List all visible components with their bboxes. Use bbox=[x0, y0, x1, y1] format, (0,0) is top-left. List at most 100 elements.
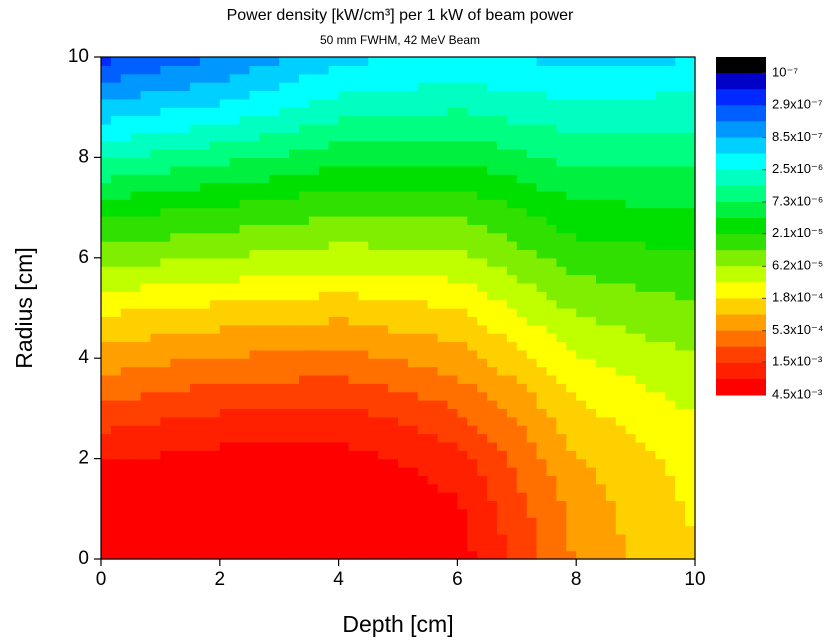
contour-cell bbox=[596, 123, 607, 133]
contour-cell bbox=[675, 165, 686, 175]
contour-cell bbox=[328, 316, 340, 326]
contour-cell bbox=[556, 190, 567, 200]
contour-cell bbox=[655, 282, 666, 292]
contour-cell bbox=[417, 57, 429, 66]
contour-cell bbox=[605, 224, 617, 234]
contour-cell bbox=[685, 115, 696, 125]
contour-cell bbox=[398, 349, 409, 359]
contour-cell bbox=[516, 416, 528, 426]
contour-cell bbox=[180, 57, 191, 66]
contour-cell bbox=[398, 341, 409, 351]
contour-cell bbox=[101, 450, 112, 460]
contour-cell bbox=[150, 182, 161, 192]
contour-cell bbox=[249, 492, 260, 502]
contour-cell bbox=[200, 98, 211, 108]
contour-cell bbox=[279, 274, 290, 284]
contour-cell bbox=[596, 190, 607, 200]
contour-cell bbox=[506, 333, 518, 343]
contour-cell bbox=[477, 450, 488, 460]
contour-cell bbox=[467, 324, 478, 334]
contour-cell bbox=[239, 400, 251, 409]
contour-cell bbox=[596, 299, 607, 309]
contour-cell bbox=[665, 98, 676, 108]
contour-cell bbox=[447, 416, 458, 426]
contour-cell bbox=[101, 65, 112, 75]
contour-cell bbox=[289, 400, 300, 409]
contour-cell bbox=[477, 224, 488, 234]
contour-cell bbox=[279, 282, 290, 292]
contour-cell bbox=[358, 349, 369, 359]
contour-cell bbox=[269, 132, 280, 142]
contour-cell bbox=[407, 492, 419, 502]
contour-cell bbox=[596, 550, 607, 560]
contour-cell bbox=[378, 408, 389, 418]
contour-cell bbox=[605, 475, 617, 485]
contour-cell bbox=[170, 123, 181, 133]
contour-cell bbox=[477, 132, 488, 142]
contour-cell bbox=[140, 224, 152, 234]
contour-cell bbox=[655, 525, 666, 535]
contour-cell bbox=[398, 517, 409, 527]
contour-cell bbox=[665, 174, 676, 184]
contour-cell bbox=[596, 433, 607, 443]
contour-cell bbox=[615, 374, 627, 384]
contour-cell bbox=[427, 282, 439, 292]
contour-cell bbox=[675, 450, 686, 460]
contour-cell bbox=[150, 215, 161, 225]
contour-cell bbox=[457, 450, 468, 460]
contour-cell bbox=[140, 550, 152, 560]
contour-cell bbox=[299, 207, 310, 217]
contour-cell bbox=[655, 400, 666, 409]
contour-cell bbox=[239, 266, 251, 276]
contour-cell bbox=[229, 517, 241, 527]
contour-cell bbox=[140, 341, 152, 351]
contour-cell bbox=[566, 433, 577, 443]
contour-cell bbox=[318, 450, 330, 460]
contour-cell bbox=[645, 57, 656, 66]
contour-cell bbox=[299, 366, 310, 376]
contour-cell bbox=[556, 73, 567, 83]
contour-cell bbox=[368, 416, 379, 426]
contour-cell bbox=[190, 408, 201, 418]
contour-cell bbox=[675, 400, 686, 409]
contour-cell bbox=[358, 57, 369, 66]
contour-cell bbox=[655, 174, 666, 184]
contour-cell bbox=[130, 165, 142, 175]
contour-cell bbox=[219, 282, 231, 292]
contour-cell bbox=[259, 149, 270, 158]
contour-cell bbox=[447, 483, 458, 493]
contour-cell bbox=[506, 241, 518, 251]
contour-cell bbox=[685, 366, 696, 376]
contour-cell bbox=[586, 400, 597, 409]
contour-cell bbox=[249, 149, 260, 158]
contour-cell bbox=[477, 508, 488, 518]
contour-cell bbox=[427, 383, 439, 393]
contour-cell bbox=[566, 266, 577, 276]
contour-cell bbox=[110, 132, 122, 142]
contour-cell bbox=[665, 249, 676, 259]
contour-cell bbox=[407, 65, 419, 75]
contour-cell bbox=[378, 316, 389, 326]
contour-cell bbox=[120, 358, 132, 368]
contour-cell bbox=[120, 533, 132, 543]
contour-cell bbox=[447, 90, 458, 100]
colorbar-swatch bbox=[716, 298, 766, 316]
contour-cell bbox=[289, 441, 300, 451]
contour-cell bbox=[348, 282, 359, 292]
contour-cell bbox=[645, 65, 656, 75]
contour-cell bbox=[457, 157, 468, 167]
contour-cell bbox=[407, 408, 419, 418]
contour-cell bbox=[576, 383, 587, 393]
contour-cell bbox=[358, 107, 369, 117]
contour-cell bbox=[229, 466, 241, 476]
contour-cell bbox=[635, 408, 647, 418]
contour-cell bbox=[407, 291, 419, 301]
contour-cell bbox=[615, 257, 627, 267]
contour-cell bbox=[645, 425, 656, 435]
contour-cell bbox=[675, 291, 686, 301]
contour-cell bbox=[457, 282, 468, 292]
contour-cell bbox=[348, 492, 359, 502]
contour-cell bbox=[259, 550, 270, 560]
contour-cell bbox=[338, 391, 350, 401]
contour-cell bbox=[447, 241, 458, 251]
